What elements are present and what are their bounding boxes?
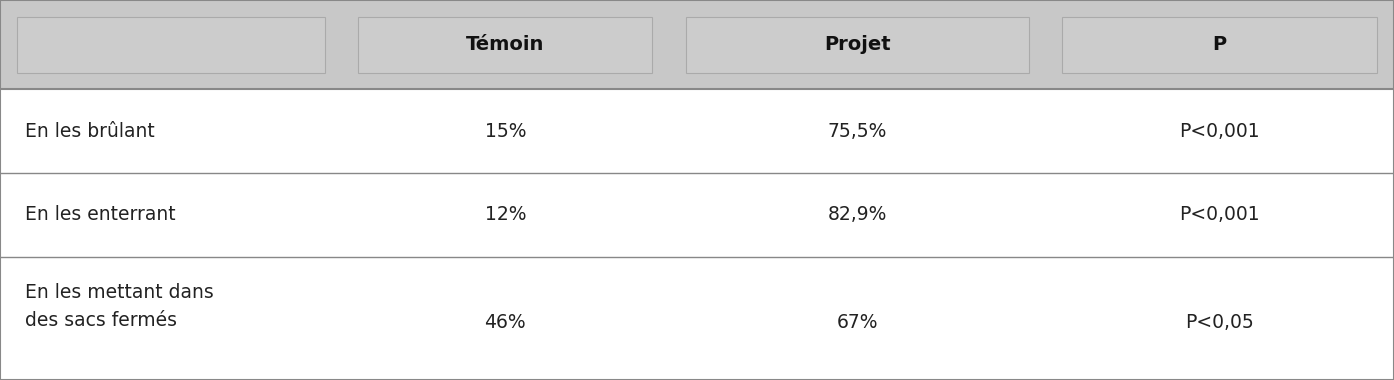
Text: P<0,001: P<0,001 (1179, 122, 1260, 141)
Text: En les enterrant: En les enterrant (25, 205, 176, 224)
Text: P<0,05: P<0,05 (1185, 312, 1255, 331)
FancyBboxPatch shape (358, 17, 652, 73)
Text: En les mettant dans
des sacs fermés: En les mettant dans des sacs fermés (25, 283, 213, 330)
Text: P<0,001: P<0,001 (1179, 205, 1260, 224)
Text: En les brûlant: En les brûlant (25, 122, 155, 141)
Bar (0, 89, 1394, 173)
Bar (0, 256, 1394, 380)
FancyBboxPatch shape (1062, 17, 1377, 73)
Text: 46%: 46% (485, 312, 526, 331)
Text: 82,9%: 82,9% (828, 205, 887, 224)
Text: P: P (1213, 35, 1227, 54)
FancyBboxPatch shape (17, 17, 325, 73)
Text: 75,5%: 75,5% (828, 122, 887, 141)
Text: 12%: 12% (485, 205, 526, 224)
Bar (0, 0, 1394, 89)
Bar (0, 173, 1394, 256)
Text: 67%: 67% (836, 312, 878, 331)
Text: Projet: Projet (824, 35, 891, 54)
FancyBboxPatch shape (686, 17, 1029, 73)
Text: Témoin: Témoin (466, 35, 545, 54)
Text: 15%: 15% (485, 122, 526, 141)
